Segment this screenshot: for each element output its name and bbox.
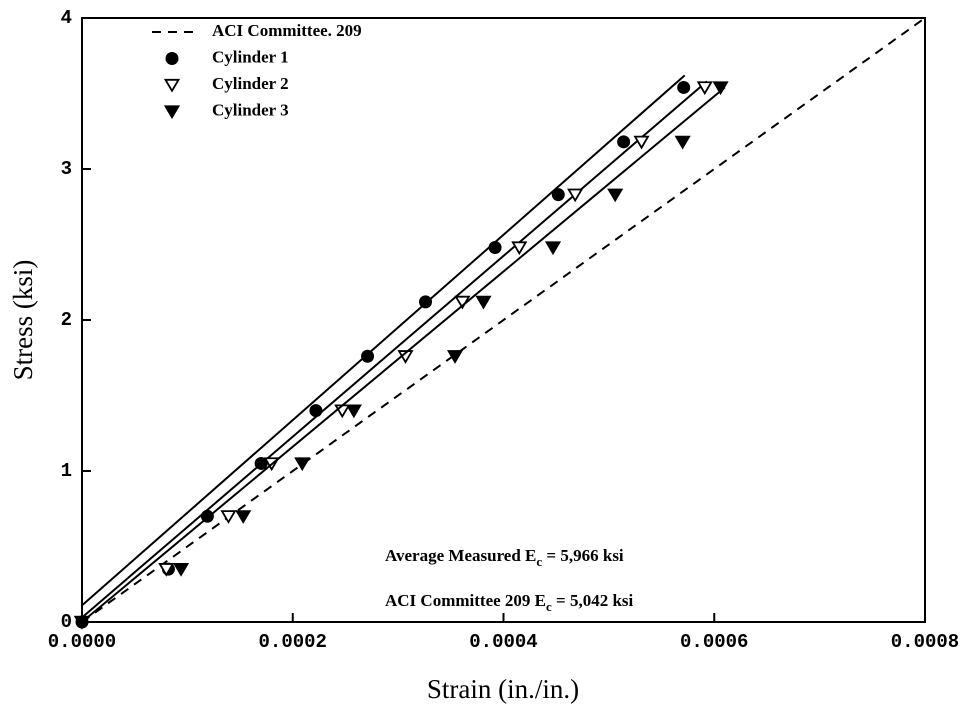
data-point — [633, 135, 650, 150]
x-tick-label: 0.0006 — [680, 631, 748, 653]
y-tick-label: 3 — [61, 158, 72, 180]
data-point — [361, 349, 375, 363]
data-point — [345, 404, 362, 419]
legend-marker — [163, 105, 181, 120]
data-point — [696, 81, 713, 96]
x-tick-label: 0.0004 — [469, 631, 537, 653]
data-point — [294, 457, 311, 472]
y-tick-label: 2 — [61, 309, 72, 331]
legend-label: Cylinder 3 — [212, 100, 289, 119]
data-point — [617, 135, 631, 149]
data-point — [488, 241, 502, 255]
annotation: ACI Committee 209 Ec = 5,042 ksi — [385, 591, 634, 614]
annotation-rest: = 5,042 ksi — [552, 591, 634, 610]
data-point — [475, 295, 492, 310]
x-tick-label: 0.0002 — [259, 631, 327, 653]
data-point — [235, 510, 252, 524]
data-point — [172, 563, 190, 577]
data-point — [677, 80, 691, 94]
annotation: Average Measured Ec = 5,966 ksi — [385, 546, 624, 569]
data-point — [674, 135, 691, 150]
data-point — [73, 615, 91, 630]
data-point — [334, 404, 351, 419]
reference-line — [81, 17, 926, 623]
data-point — [567, 188, 584, 203]
data-point — [446, 350, 464, 364]
legend-label: Cylinder 1 — [212, 47, 289, 66]
data-point — [544, 241, 562, 256]
annotation-text: Average Measured E — [385, 546, 536, 565]
fit-line — [81, 86, 726, 623]
legend-label: ACI Committee. 209 — [212, 21, 362, 40]
data-point — [220, 510, 237, 524]
data-point — [419, 295, 433, 309]
annotation-subscript: c — [536, 554, 542, 569]
data-point — [511, 241, 528, 256]
x-tick-label: 0.0000 — [48, 631, 116, 653]
annotation-rest: = 5,966 ksi — [542, 546, 624, 565]
y-tick-label: 4 — [61, 7, 72, 29]
data-point — [712, 81, 729, 96]
legend-marker — [165, 52, 179, 65]
x-tick-label: 0.0008 — [891, 631, 959, 653]
legend-marker — [163, 78, 181, 93]
y-tick-label: 0 — [61, 611, 72, 633]
fit-line — [81, 74, 686, 607]
data-point — [607, 188, 624, 203]
data-point — [158, 563, 175, 577]
annotation-text: ACI Committee 209 E — [385, 591, 546, 610]
y-axis-label: Stress (ksi) — [8, 260, 38, 381]
fit-line — [81, 80, 708, 619]
data-point — [551, 188, 565, 202]
annotation-subscript: c — [546, 599, 552, 614]
data-point — [309, 404, 323, 418]
y-tick-label: 1 — [61, 460, 72, 482]
x-axis-label: Strain (in./in.) — [427, 674, 579, 704]
legend-label: Cylinder 2 — [212, 74, 289, 93]
